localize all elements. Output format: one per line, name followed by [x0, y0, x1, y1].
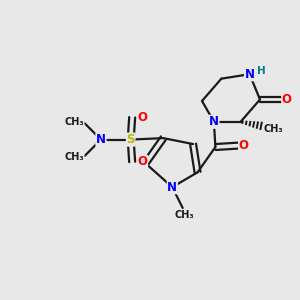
Text: CH₃: CH₃ [174, 210, 194, 220]
Text: N: N [96, 133, 106, 146]
Text: CH₃: CH₃ [64, 117, 84, 127]
Text: O: O [138, 111, 148, 124]
Text: O: O [238, 139, 249, 152]
Text: O: O [138, 155, 148, 168]
Text: H: H [257, 66, 266, 76]
Text: N: N [209, 115, 219, 128]
Text: CH₃: CH₃ [263, 124, 283, 134]
Text: S: S [126, 133, 135, 146]
Text: O: O [282, 93, 292, 106]
Text: N: N [244, 68, 255, 81]
Text: CH₃: CH₃ [64, 152, 84, 162]
Text: N: N [167, 181, 177, 194]
